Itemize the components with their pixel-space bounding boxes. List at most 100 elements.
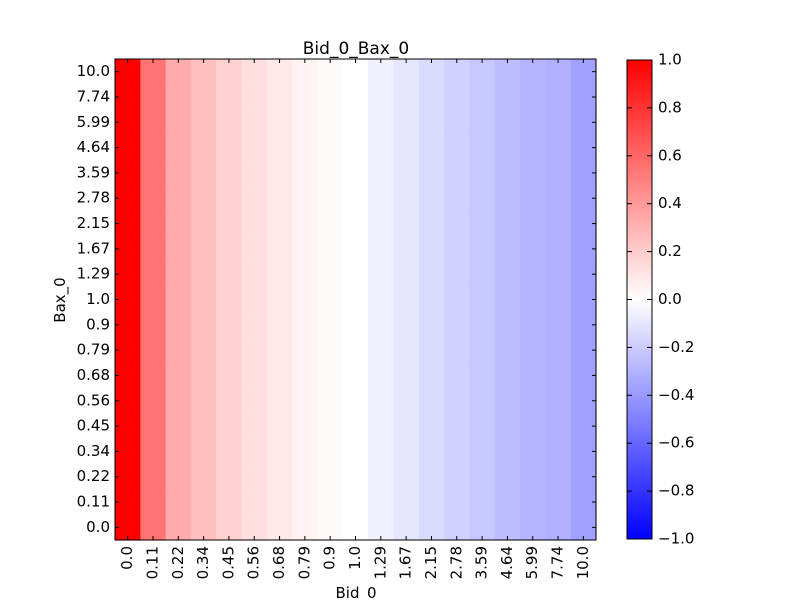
heatmap-cell bbox=[444, 388, 471, 415]
heatmap-cell bbox=[393, 312, 420, 339]
heatmap-cell bbox=[266, 160, 293, 187]
heatmap-cell bbox=[115, 286, 141, 313]
heatmap-cell bbox=[115, 236, 141, 263]
heatmap-cell bbox=[266, 109, 293, 136]
heatmap-cell bbox=[165, 337, 192, 364]
heatmap-cell bbox=[368, 236, 395, 263]
heatmap-cell bbox=[545, 134, 572, 161]
heatmap-cell bbox=[266, 438, 293, 465]
y-tick-label: 10.0 bbox=[77, 62, 110, 80]
heatmap-cell bbox=[520, 337, 546, 364]
heatmap-cell bbox=[292, 185, 319, 212]
heatmap-cell bbox=[494, 312, 521, 339]
heatmap-cell bbox=[342, 413, 369, 440]
heatmap-cell bbox=[115, 312, 141, 339]
colorbar-tick-label: 0.4 bbox=[658, 194, 682, 212]
heatmap-cell bbox=[165, 134, 192, 161]
heatmap-cell bbox=[115, 388, 141, 415]
x-tick-label: 0.79 bbox=[295, 546, 313, 579]
heatmap-cell bbox=[393, 362, 420, 389]
heatmap-cell bbox=[165, 84, 192, 111]
heatmap-cell bbox=[165, 489, 192, 516]
heatmap-cell bbox=[520, 312, 546, 339]
heatmap-cell bbox=[241, 236, 268, 263]
heatmap-cell bbox=[368, 362, 395, 389]
heatmap-cell bbox=[317, 134, 344, 161]
heatmap-cell bbox=[342, 134, 369, 161]
heatmap-cell bbox=[368, 312, 395, 339]
colorbar-tick-label: −0.6 bbox=[658, 434, 694, 452]
colorbar-tick-label: 0.6 bbox=[658, 146, 682, 164]
heatmap-cell bbox=[368, 185, 395, 212]
heatmap-cell bbox=[241, 59, 268, 85]
heatmap-cell bbox=[469, 337, 496, 364]
heatmap-cell bbox=[393, 160, 420, 187]
heatmap-cell bbox=[444, 489, 471, 516]
heatmap-cell bbox=[190, 388, 217, 415]
y-tick-label: 0.11 bbox=[77, 493, 110, 511]
heatmap-cell bbox=[140, 160, 167, 187]
heatmap-cell bbox=[342, 388, 369, 415]
heatmap-axes: 0.0 0.11 0.22 0.34 0.45 0.56 0.68 0.79 0.9 1.0 1.2… bbox=[77, 58, 597, 579]
heatmap-cell bbox=[494, 438, 521, 465]
heatmap-cell bbox=[317, 84, 344, 111]
heatmap-cell bbox=[393, 134, 420, 161]
heatmap-cell bbox=[241, 337, 268, 364]
heatmap-cell bbox=[393, 210, 420, 237]
heatmap-cell bbox=[216, 337, 243, 364]
heatmap-cell bbox=[368, 413, 395, 440]
y-tick-label: 1.0 bbox=[86, 290, 110, 308]
heatmap-cell bbox=[140, 236, 167, 263]
y-tick-label: 0.0 bbox=[86, 518, 110, 536]
heatmap-cell bbox=[292, 337, 319, 364]
heatmap-cell bbox=[317, 210, 344, 237]
colorbar-tick-label: 0.8 bbox=[658, 98, 682, 116]
heatmap-cell bbox=[469, 160, 496, 187]
heatmap-cell bbox=[292, 109, 319, 136]
heatmap-cell bbox=[444, 286, 471, 313]
heatmap-cell bbox=[444, 134, 471, 161]
heatmap-cell bbox=[469, 312, 496, 339]
heatmap-cell bbox=[444, 337, 471, 364]
heatmap-cell bbox=[115, 109, 141, 136]
heatmap-cell bbox=[444, 185, 471, 212]
heatmap-cell bbox=[469, 261, 496, 288]
heatmap-cell bbox=[520, 489, 546, 516]
heatmap-cell bbox=[444, 236, 471, 263]
heatmap-cell bbox=[494, 388, 521, 415]
heatmap-cell bbox=[469, 413, 496, 440]
heatmap-cell bbox=[342, 59, 369, 85]
heatmap-cell bbox=[444, 84, 471, 111]
x-tick-label: 1.67 bbox=[397, 546, 415, 579]
heatmap-cell bbox=[216, 210, 243, 237]
heatmap-cell bbox=[469, 185, 496, 212]
x-tick-label: 0.34 bbox=[194, 546, 212, 579]
heatmap-cell bbox=[317, 362, 344, 389]
heatmap-cell bbox=[190, 236, 217, 263]
heatmap-cell bbox=[241, 312, 268, 339]
x-tick-label: 0.45 bbox=[219, 546, 237, 579]
heatmap-cell bbox=[520, 59, 546, 85]
y-tick-label: 4.64 bbox=[77, 138, 110, 156]
x-tick-label: 2.15 bbox=[422, 546, 440, 579]
x-tick-label: 0.0 bbox=[118, 546, 136, 570]
heatmap-cell bbox=[469, 362, 496, 389]
heatmap-cell bbox=[342, 185, 369, 212]
heatmap-cell bbox=[368, 438, 395, 465]
x-tick-label: 1.29 bbox=[371, 546, 389, 579]
heatmap-cell bbox=[494, 362, 521, 389]
heatmap-cell bbox=[190, 84, 217, 111]
heatmap-cell bbox=[216, 413, 243, 440]
heatmap-cell bbox=[266, 261, 293, 288]
heatmap-cell bbox=[545, 261, 572, 288]
heatmap-cell bbox=[494, 286, 521, 313]
heatmap-cell bbox=[393, 337, 420, 364]
heatmap-cell bbox=[140, 438, 167, 465]
heatmap-cell bbox=[342, 84, 369, 111]
heatmap-cell bbox=[216, 109, 243, 136]
heatmap-cell bbox=[266, 134, 293, 161]
heatmap-cell bbox=[494, 261, 521, 288]
x-tick-label: 0.9 bbox=[321, 546, 339, 570]
heatmap-cell bbox=[494, 185, 521, 212]
heatmap-cell bbox=[418, 312, 445, 339]
